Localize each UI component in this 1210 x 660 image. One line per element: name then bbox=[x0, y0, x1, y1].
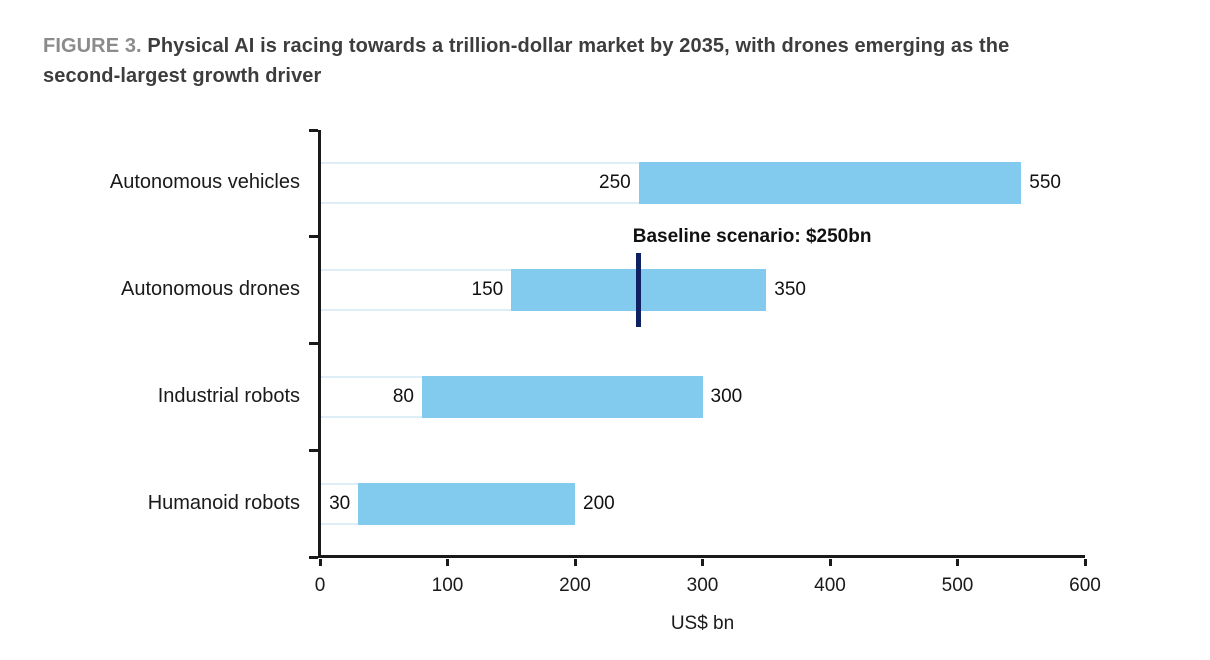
x-axis-tick bbox=[1083, 559, 1087, 566]
figure-number-label: FIGURE 3. bbox=[43, 35, 142, 57]
y-axis-tick bbox=[309, 448, 318, 452]
x-axis-tick bbox=[573, 559, 577, 566]
x-axis-tick-label: 100 bbox=[431, 575, 464, 596]
figure-title: FIGURE 3. Physical AI is racing towards … bbox=[43, 31, 1173, 91]
category-label: Industrial robots bbox=[157, 384, 300, 407]
base-bar bbox=[321, 269, 513, 312]
x-axis-tick-label: 600 bbox=[1069, 575, 1101, 596]
category-label: Humanoid robots bbox=[147, 491, 300, 514]
y-axis-line bbox=[318, 130, 321, 558]
bar-min-value-label: 80 bbox=[392, 385, 414, 407]
chart-plot-area: 250 550 Autonomous vehicles 150 350 Autonomou… bbox=[110, 128, 1101, 634]
base-bar bbox=[321, 482, 360, 525]
figure-title-line2: second-largest growth driver bbox=[43, 65, 322, 87]
x-axis-tick-label: 200 bbox=[559, 575, 591, 596]
bar-max-value-label: 350 bbox=[774, 279, 806, 301]
base-bar bbox=[321, 162, 640, 205]
bar-min-value-label: 30 bbox=[329, 492, 351, 514]
y-axis-tick bbox=[309, 555, 318, 559]
bar-max-value-label: 550 bbox=[1029, 172, 1061, 194]
x-axis-tick bbox=[828, 559, 832, 566]
baseline-marker bbox=[636, 253, 642, 328]
category-label: Autonomous vehicles bbox=[109, 171, 300, 194]
x-axis-tick-label: 500 bbox=[941, 575, 974, 596]
x-axis-tick-label: 0 bbox=[314, 575, 326, 596]
range-bar bbox=[422, 375, 703, 418]
figure-title-line1: Physical AI is racing towards a trillion… bbox=[147, 35, 1010, 57]
range-bar bbox=[638, 162, 1022, 205]
baseline-annotation-label: Baseline scenario: $250bn bbox=[632, 226, 872, 248]
category-label: Autonomous drones bbox=[120, 278, 300, 301]
x-axis-title: US$ bn bbox=[670, 613, 735, 634]
bar-max-value-label: 200 bbox=[583, 492, 615, 514]
bar-min-value-label: 150 bbox=[471, 279, 504, 301]
bar-max-value-label: 300 bbox=[710, 385, 743, 407]
x-axis-tick-label: 400 bbox=[814, 575, 846, 596]
y-axis-tick bbox=[309, 342, 318, 345]
x-axis-tick bbox=[446, 559, 449, 566]
x-axis-tick bbox=[956, 559, 959, 566]
x-axis-tick bbox=[318, 559, 322, 566]
y-axis-tick bbox=[309, 235, 318, 239]
base-bar bbox=[321, 375, 423, 418]
y-axis-tick bbox=[309, 128, 318, 132]
range-bar bbox=[358, 482, 575, 525]
bar-min-value-label: 250 bbox=[599, 172, 631, 194]
x-axis-tick bbox=[701, 559, 704, 566]
x-axis-line bbox=[318, 555, 1085, 558]
x-axis-tick-label: 300 bbox=[686, 575, 719, 596]
